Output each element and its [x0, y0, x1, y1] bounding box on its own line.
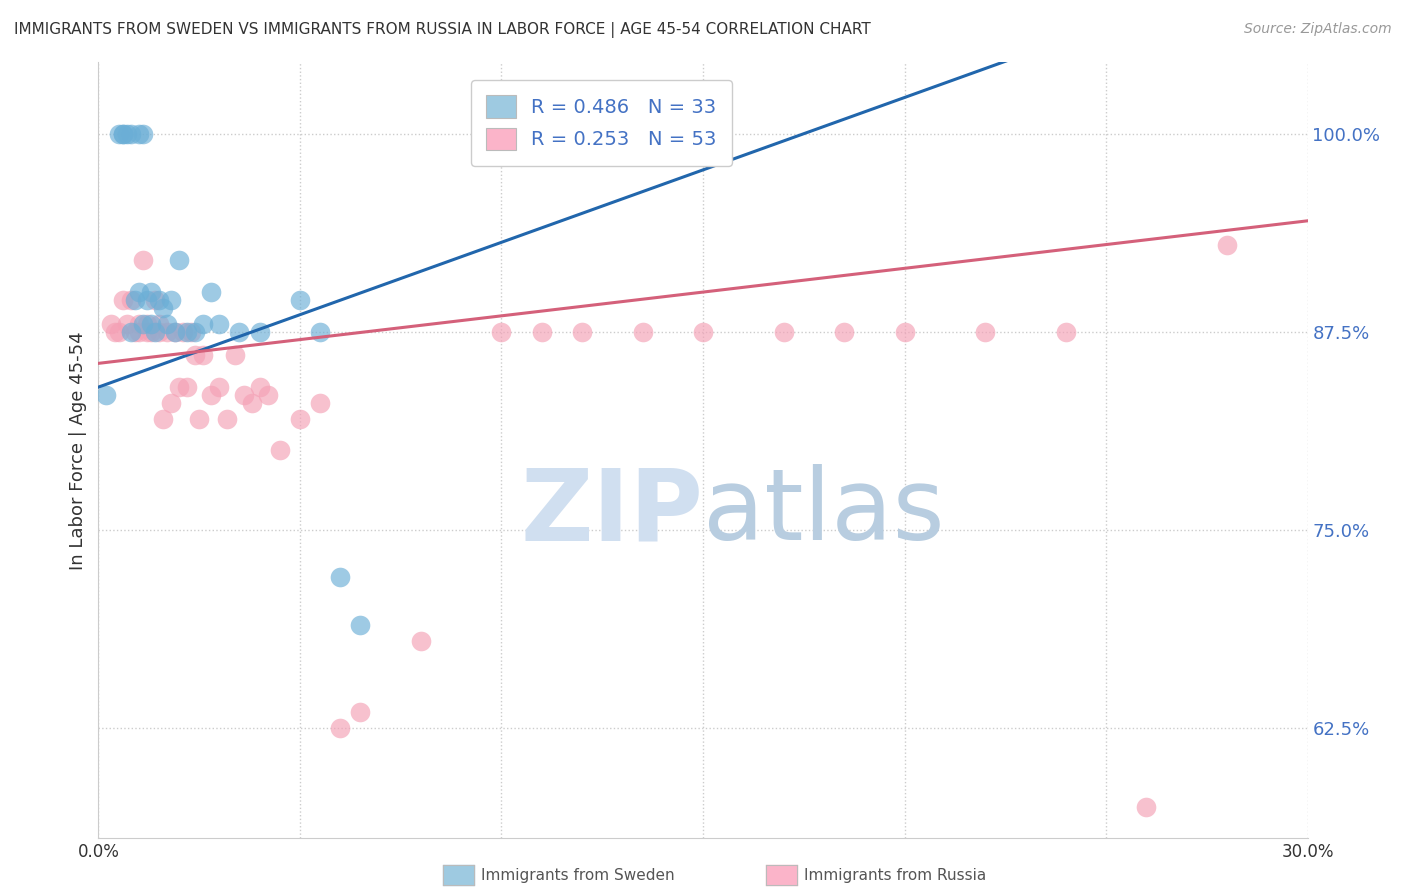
Y-axis label: In Labor Force | Age 45-54: In Labor Force | Age 45-54 [69, 331, 87, 570]
Point [172, 325, 194, 339]
Point [1054, 325, 1077, 339]
Point [148, 293, 170, 307]
Point [193, 317, 215, 331]
Point [120, 325, 142, 339]
Point [120, 127, 142, 141]
Point [349, 705, 371, 719]
Point [288, 411, 311, 425]
Point [217, 411, 239, 425]
Point [100, 317, 122, 331]
Point [893, 325, 915, 339]
Point [176, 380, 198, 394]
Point [224, 348, 246, 362]
Point [135, 325, 157, 339]
Point [152, 411, 174, 425]
Point [111, 293, 134, 307]
Point [180, 325, 202, 339]
Point [1216, 237, 1239, 252]
Text: Immigrants from Russia: Immigrants from Russia [804, 869, 987, 883]
Point [188, 411, 211, 425]
Point [111, 127, 134, 141]
Point [288, 293, 311, 307]
Point [249, 325, 271, 339]
Point [631, 325, 654, 339]
Point [193, 348, 215, 362]
Point [128, 317, 150, 331]
Point [160, 293, 183, 307]
Point [124, 293, 146, 307]
Point [184, 325, 207, 339]
Point [135, 293, 157, 307]
Point [128, 285, 150, 299]
Point [772, 325, 794, 339]
Point [143, 325, 166, 339]
Point [139, 325, 162, 339]
Point [139, 285, 162, 299]
Point [240, 396, 263, 410]
Point [832, 325, 855, 339]
Text: atlas: atlas [703, 464, 945, 561]
Point [156, 325, 179, 339]
Point [128, 325, 150, 339]
Point [249, 380, 271, 394]
Point [135, 317, 157, 331]
Point [309, 325, 332, 339]
Point [120, 293, 142, 307]
Point [132, 317, 155, 331]
Point [115, 127, 138, 141]
Point [176, 325, 198, 339]
Point [132, 127, 155, 141]
Point [974, 325, 997, 339]
Point [228, 325, 250, 339]
Point [349, 617, 371, 632]
Text: ZIP: ZIP [520, 464, 703, 561]
Point [107, 127, 129, 141]
Point [167, 380, 190, 394]
Point [200, 285, 222, 299]
Point [200, 388, 222, 402]
Point [124, 325, 146, 339]
Point [103, 325, 125, 339]
Point [208, 317, 231, 331]
Legend: R = 0.486   N = 33, R = 0.253   N = 53: R = 0.486 N = 33, R = 0.253 N = 53 [471, 80, 733, 166]
Point [132, 253, 155, 268]
Point [148, 325, 170, 339]
Point [163, 325, 186, 339]
Point [208, 380, 231, 394]
Point [156, 317, 179, 331]
Point [152, 301, 174, 315]
Point [139, 317, 162, 331]
Point [128, 127, 150, 141]
Point [160, 396, 183, 410]
Point [167, 253, 190, 268]
Text: Immigrants from Sweden: Immigrants from Sweden [481, 869, 675, 883]
Point [571, 325, 593, 339]
Point [269, 443, 291, 458]
Point [143, 293, 166, 307]
Point [107, 325, 129, 339]
Point [1135, 799, 1157, 814]
Point [256, 388, 278, 402]
Point [115, 317, 138, 331]
Text: IMMIGRANTS FROM SWEDEN VS IMMIGRANTS FROM RUSSIA IN LABOR FORCE | AGE 45-54 CORR: IMMIGRANTS FROM SWEDEN VS IMMIGRANTS FRO… [14, 22, 870, 38]
Point [184, 348, 207, 362]
Point [409, 633, 432, 648]
Point [329, 570, 352, 584]
Point [329, 721, 352, 735]
Point [692, 325, 714, 339]
Point [111, 127, 134, 141]
Point [491, 325, 513, 339]
Text: Source: ZipAtlas.com: Source: ZipAtlas.com [1244, 22, 1392, 37]
Point [163, 325, 186, 339]
Point [232, 388, 254, 402]
Point [309, 396, 332, 410]
Point [96, 388, 118, 402]
Point [530, 325, 553, 339]
Point [148, 317, 170, 331]
